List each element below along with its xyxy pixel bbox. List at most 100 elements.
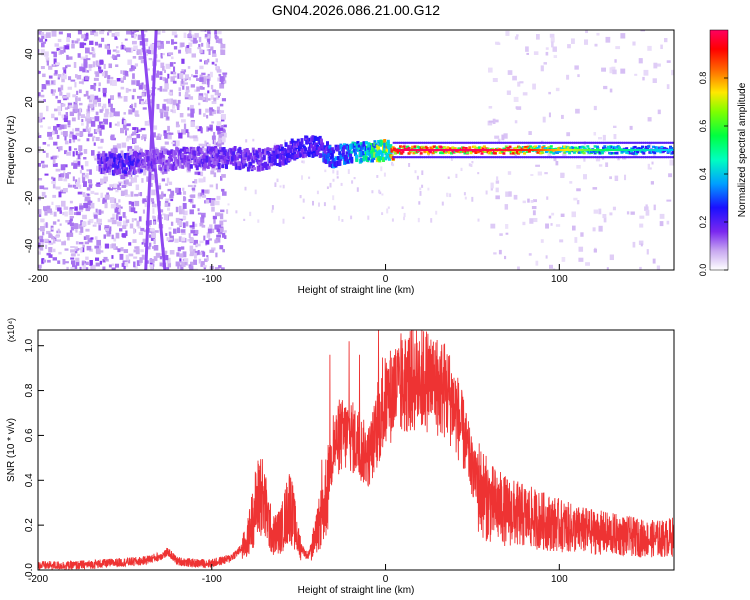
heatmap-cell <box>163 155 167 161</box>
heatmap-cell <box>217 95 220 98</box>
heatmap-trace-cell <box>552 152 556 155</box>
heatmap-cell <box>78 231 82 235</box>
heatmap-cell <box>39 185 45 190</box>
snr-x-tick-label: -200 <box>28 574 48 585</box>
heatmap-cell <box>40 32 45 36</box>
heatmap-cell <box>215 183 218 190</box>
heatmap-cell <box>175 121 180 128</box>
heatmap-cell <box>199 49 203 54</box>
heatmap-cell <box>182 203 187 209</box>
heatmap-cell <box>207 38 211 45</box>
heatmap-cell <box>152 208 155 214</box>
heatmap-cell <box>63 206 69 210</box>
heatmap-cell <box>86 70 90 73</box>
heatmap-cell <box>140 166 146 172</box>
heatmap-cell <box>222 191 227 196</box>
heatmap-trace-cell <box>509 149 513 151</box>
heatmap-cell <box>55 186 61 190</box>
heatmap-trace-cell <box>522 156 525 159</box>
heatmap-cell <box>220 43 226 49</box>
heatmap-trace-cell <box>593 151 597 155</box>
heatmap-cell <box>199 85 203 90</box>
heatmap-cell <box>187 66 191 69</box>
heatmap-cell <box>185 259 189 266</box>
heatmap-cell <box>96 165 101 172</box>
heatmap-cell <box>86 169 90 172</box>
snr-y-tick-label: 0.4 <box>24 473 35 487</box>
heatmap-cell <box>110 56 114 59</box>
heatmap-trace-cell <box>509 141 513 144</box>
heatmap-cell <box>642 76 645 81</box>
heatmap-cell <box>64 124 67 129</box>
heatmap-cell <box>178 132 183 139</box>
heatmap-cell <box>95 111 99 116</box>
heatmap-cell <box>183 210 188 216</box>
heatmap-cell <box>75 179 78 184</box>
heatmap-cell <box>532 83 536 90</box>
heatmap-trace-cell <box>494 149 498 151</box>
heatmap-cell <box>222 249 225 253</box>
heatmap-cell <box>38 71 41 74</box>
heatmap-trace-cell <box>455 141 459 144</box>
heatmap-cell <box>419 154 422 157</box>
heatmap-cell <box>62 188 68 193</box>
heatmap-cell <box>167 134 172 140</box>
heatmap-cell <box>193 268 198 270</box>
heatmap-trace-cell <box>399 156 402 159</box>
heatmap-cell <box>356 187 359 192</box>
heatmap-trace-cell <box>372 148 376 153</box>
heatmap-trace-cell <box>538 149 542 151</box>
heatmap-trace-cell <box>424 156 427 159</box>
heatmap-trace-cell <box>178 149 182 154</box>
heatmap-cell <box>176 124 180 128</box>
heatmap-cell <box>99 125 105 130</box>
heatmap-cell <box>79 169 82 174</box>
heatmap-cell <box>252 138 255 142</box>
heatmap-trace-cell <box>447 151 451 154</box>
heatmap-trace-cell <box>127 162 131 167</box>
heatmap-cell <box>46 60 49 66</box>
heatmap-trace-cell <box>301 154 305 159</box>
spectrogram-x-label: Height of straight line (km) <box>298 285 415 296</box>
heatmap-trace-cell <box>257 147 261 153</box>
heatmap-cell <box>41 84 47 90</box>
heatmap-cell <box>59 189 63 193</box>
heatmap-cell <box>249 211 252 217</box>
heatmap-cell <box>93 82 97 87</box>
heatmap-trace-cell <box>405 156 409 159</box>
heatmap-trace-cell <box>238 154 242 159</box>
heatmap-cell <box>169 98 174 105</box>
heatmap-cell <box>84 75 89 80</box>
heatmap-cell <box>73 160 78 166</box>
heatmap-cell <box>86 172 89 179</box>
heatmap-trace-cell <box>369 150 373 154</box>
heatmap-cell <box>450 156 453 161</box>
heatmap-cell <box>46 152 49 158</box>
heatmap-cell <box>38 251 41 255</box>
heatmap-cell <box>111 234 114 240</box>
heatmap-cell <box>522 200 526 204</box>
heatmap-trace-cell <box>467 141 471 144</box>
heatmap-cell <box>164 69 167 73</box>
heatmap-cell <box>53 73 58 76</box>
heatmap-cell <box>212 138 215 145</box>
heatmap-cell <box>171 56 174 60</box>
heatmap-cell <box>51 227 54 230</box>
heatmap-cell <box>110 197 115 204</box>
heatmap-cell <box>338 215 340 221</box>
heatmap-cell <box>104 70 108 77</box>
heatmap-trace-cell <box>524 141 528 144</box>
heatmap-trace-cell <box>538 141 542 144</box>
heatmap-trace-cell <box>293 149 297 155</box>
heatmap-cell <box>206 98 211 101</box>
heatmap-trace-cell <box>611 156 615 159</box>
heatmap-cell <box>95 128 100 133</box>
heatmap-cell <box>111 255 114 259</box>
heatmap-cell <box>112 186 116 190</box>
heatmap-cell <box>200 217 205 223</box>
heatmap-cell <box>102 199 107 204</box>
spectrogram-x-ticks: -200 -100 0 100 <box>28 264 568 285</box>
heatmap-cell <box>201 144 207 147</box>
heatmap-cell <box>110 217 115 220</box>
heatmap-trace-cell <box>457 156 461 159</box>
